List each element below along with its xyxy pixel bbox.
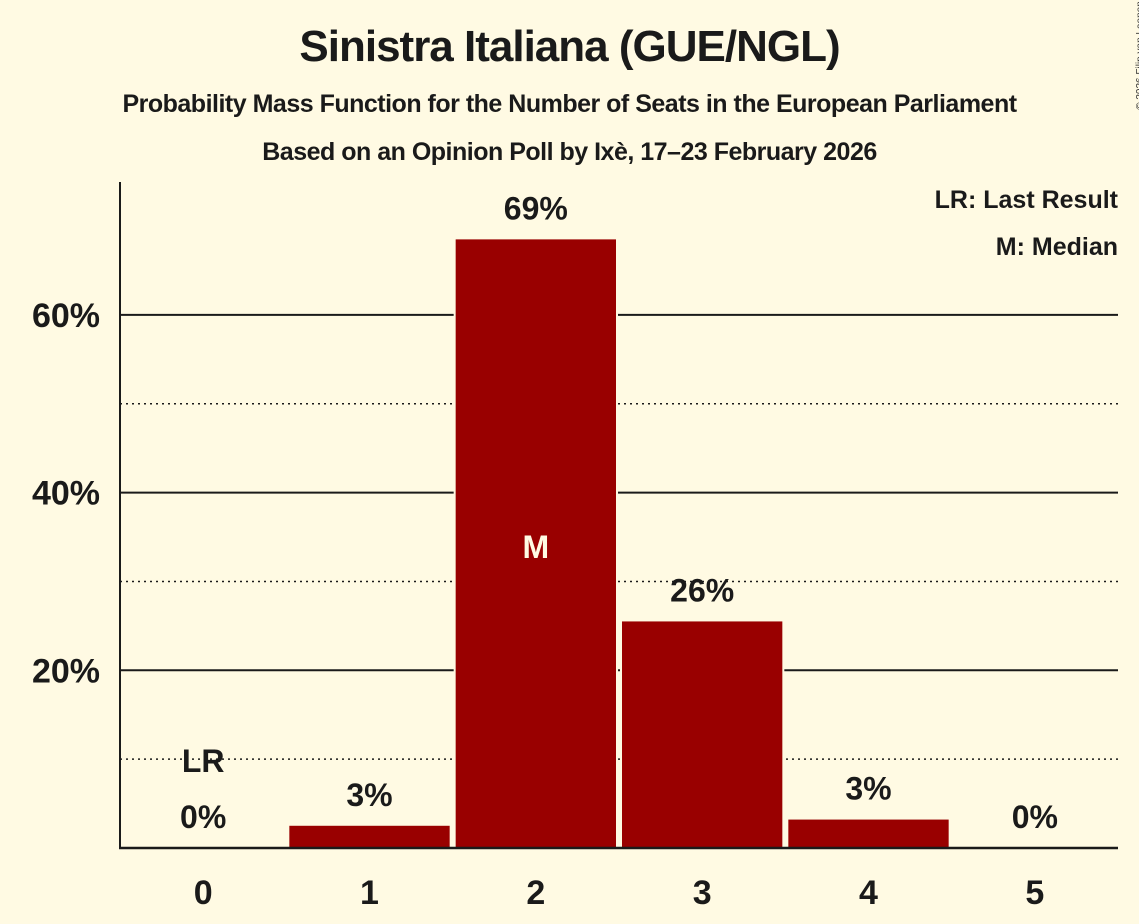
chart-subtitle: Probability Mass Function for the Number… [122,90,1017,118]
median-marker: M [523,529,550,565]
x-tick-label: 0 [194,874,213,912]
x-tick-label: 1 [360,874,379,912]
x-tick-label: 2 [526,874,545,912]
value-label: 0% [1012,799,1058,835]
value-label: 3% [845,771,891,807]
legend-median: M: Median [995,233,1118,261]
value-label: 0% [180,799,226,835]
y-tick-label: 20% [32,652,100,690]
x-tick-label: 3 [693,874,712,912]
chart-title: Sinistra Italiana (GUE/NGL) [299,22,840,71]
y-tick-label: 40% [32,475,100,513]
x-tick-label: 4 [859,874,878,912]
bar-seat-4 [788,819,949,848]
chart-source-line: Based on an Opinion Poll by Ixè, 17–23 F… [262,138,877,166]
value-label: 3% [346,777,392,813]
bar-seat-3 [622,621,783,848]
bar-seat-1 [289,825,450,848]
x-tick-label: 5 [1025,874,1044,912]
bar-seat-2 [455,239,616,848]
legend-last-result: LR: Last Result [934,186,1118,214]
value-label: 26% [670,572,734,608]
y-tick-label: 60% [32,297,100,335]
last-result-marker: LR [182,743,225,779]
value-label: 69% [504,190,568,226]
